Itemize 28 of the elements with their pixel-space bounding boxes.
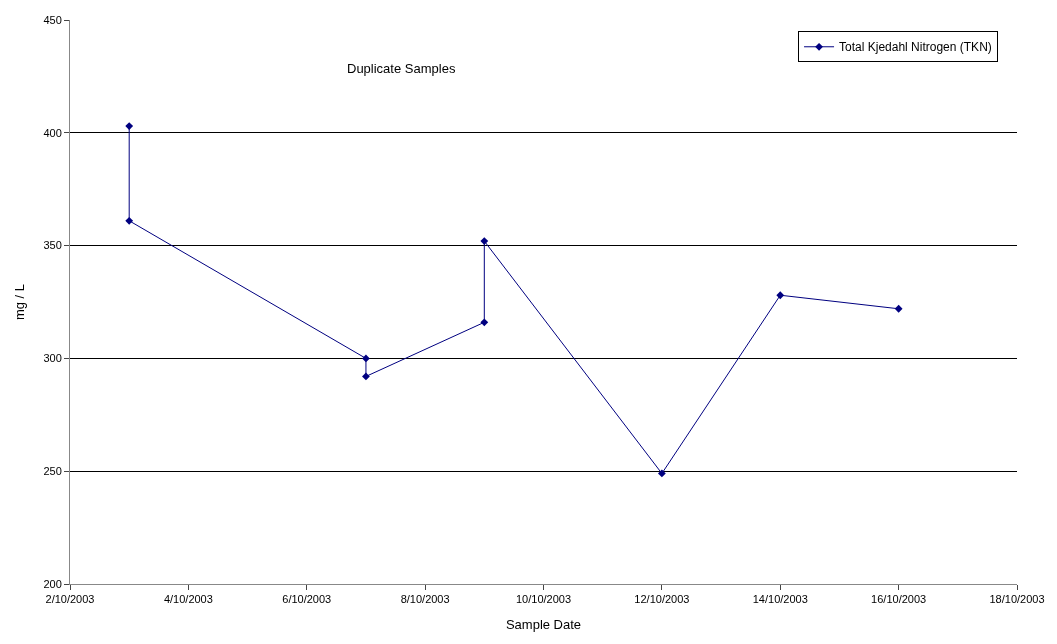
point xyxy=(776,291,785,300)
point xyxy=(125,122,134,130)
x-tick-label: 4/10/2003 xyxy=(163,593,213,606)
x-tick-label: 12/10/2003 xyxy=(634,593,690,606)
x-tick-label: 18/10/2003 xyxy=(989,593,1045,606)
point xyxy=(480,237,489,245)
point xyxy=(362,372,370,381)
point xyxy=(657,469,666,478)
point xyxy=(894,304,903,313)
x-tick-label: 6/10/2003 xyxy=(282,593,332,606)
y-tick-label: 200 xyxy=(43,577,62,590)
x-tick-label: 16/10/2003 xyxy=(871,593,927,606)
y-tick-label: 350 xyxy=(43,239,62,252)
y-tick-label: 250 xyxy=(43,465,62,478)
x-tick-label: 8/10/2003 xyxy=(400,593,450,606)
x-tick-label: 14/10/2003 xyxy=(752,593,808,606)
annotation: Duplicate Samples xyxy=(347,61,456,76)
y-tick-label: 450 xyxy=(43,13,62,26)
point xyxy=(362,354,370,363)
x-tick-label: 10/10/2003 xyxy=(515,593,572,606)
y-axis-title: mg / L xyxy=(12,283,28,321)
y-tick-label: 400 xyxy=(43,126,62,139)
x-axis-title: Sample Date xyxy=(505,616,582,632)
point xyxy=(480,318,489,327)
point xyxy=(125,216,134,225)
y-tick-label: 300 xyxy=(43,352,62,365)
legend-label: Total Kjedahl Nitrogen (TKN) xyxy=(839,40,992,55)
x-tick-label: 2/10/2003 xyxy=(45,593,95,606)
